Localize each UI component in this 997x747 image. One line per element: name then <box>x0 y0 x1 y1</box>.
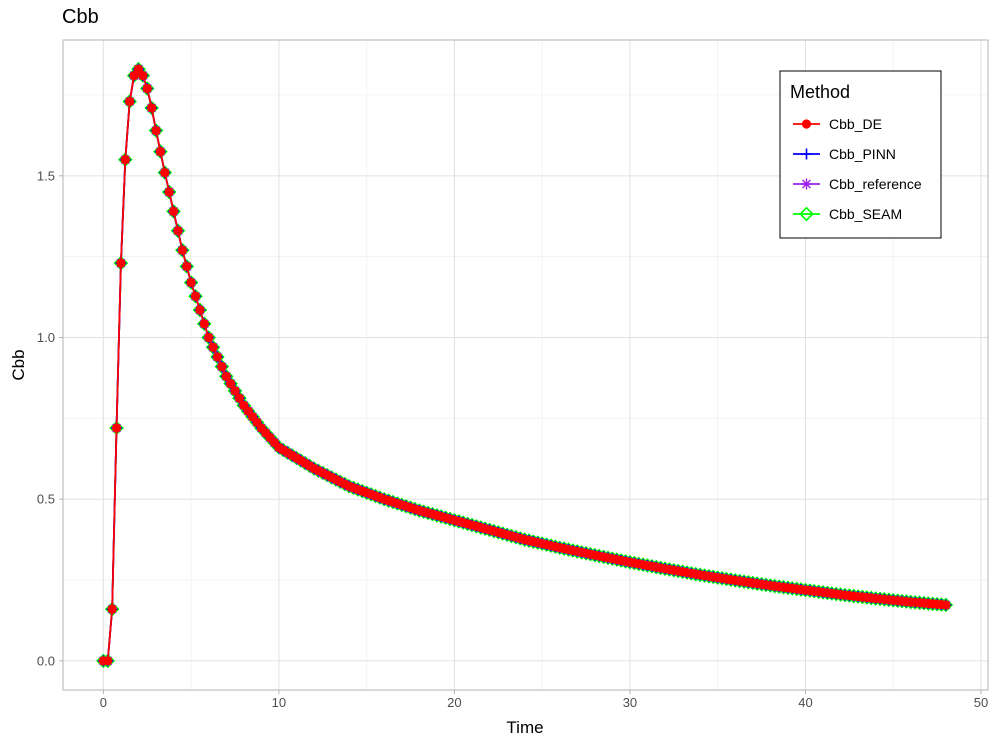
point-Cbb_SEAM <box>139 81 155 96</box>
series-layer <box>96 61 954 669</box>
legend-entry-Cbb_DE: Cbb_DE <box>793 116 882 132</box>
legend-title: Method <box>790 82 850 102</box>
y-tick-label: 0.0 <box>37 653 55 668</box>
point-Cbb_DE <box>107 604 117 614</box>
point-Cbb_DE <box>226 378 236 389</box>
legend-entry-Cbb_reference: Cbb_reference <box>793 176 922 192</box>
legend-entry-Cbb_PINN: Cbb_PINN <box>793 146 896 162</box>
y-tick-label: 0.5 <box>37 492 55 507</box>
point-Cbb_DE <box>234 393 244 403</box>
y-axis-title: Cbb <box>9 349 28 380</box>
point-Cbb_DE <box>120 155 130 165</box>
point-Cbb_SEAM <box>183 275 199 290</box>
point-Cbb_DE <box>173 226 183 236</box>
point-Cbb_DE <box>155 146 166 157</box>
point-Cbb_DE <box>164 187 174 197</box>
major-gridlines <box>63 40 988 690</box>
point-Cbb_DE <box>111 423 122 433</box>
point-Cbb_SEAM <box>175 242 190 258</box>
point-Cbb_SEAM <box>148 123 164 138</box>
point-Cbb_DE <box>199 319 209 329</box>
legend-label: Cbb_reference <box>829 176 922 192</box>
point-Cbb_DE <box>125 96 135 107</box>
point-Cbb_DE <box>177 245 187 255</box>
point-Cbb_DE <box>230 386 240 396</box>
point-Cbb_DE <box>147 103 157 113</box>
y-tick-label: 1.0 <box>37 330 55 345</box>
plot-panel-border <box>62 39 989 691</box>
point-Cbb_DE <box>186 277 196 288</box>
point-Cbb_SEAM <box>179 259 195 274</box>
point-Cbb_SEAM <box>192 302 208 318</box>
point-Cbb_DE <box>204 332 214 343</box>
legend: Method Cbb_DE Cbb_PINN Cbb_reference Cbb_SE… <box>779 70 942 239</box>
chart-title: Cbb <box>62 6 99 28</box>
point-Cbb_DE <box>941 600 951 610</box>
point-Cbb_DE <box>160 167 170 178</box>
point-Cbb_SEAM <box>188 288 203 304</box>
series-Cbb_DE <box>98 64 951 666</box>
point-Cbb_DE <box>190 291 201 301</box>
x-axis-title: Time <box>506 718 543 737</box>
point-Cbb_SEAM <box>196 316 212 332</box>
point-Cbb_DE <box>212 352 223 362</box>
legend-label: Cbb_PINN <box>829 146 896 162</box>
point-Cbb_DE <box>168 206 179 216</box>
x-axis-ticks: 0 10 20 30 40 50 <box>100 690 988 710</box>
point-Cbb_SEAM <box>166 204 181 219</box>
point-Cbb_SEAM <box>170 223 186 239</box>
y-axis-ticks: 0.0 0.5 1.0 1.5 <box>37 168 63 668</box>
point-Cbb_DE <box>116 258 126 268</box>
point-Cbb_SEAM <box>153 144 168 159</box>
point-Cbb_DE <box>151 125 161 136</box>
legend-entry-Cbb_SEAM: Cbb_SEAM <box>793 206 902 222</box>
point-Cbb_SEAM <box>157 165 173 180</box>
legend-key-marker <box>799 206 814 222</box>
legend-key-marker <box>801 178 812 190</box>
point-Cbb_DE <box>182 261 192 271</box>
point-Cbb_DE <box>217 362 227 372</box>
point-Cbb_DE <box>208 342 218 352</box>
point-Cbb_DE <box>138 70 148 81</box>
point-Cbb_DE <box>142 83 152 94</box>
legend-label: Cbb_DE <box>829 116 882 132</box>
legend-key-marker <box>801 148 812 160</box>
legend-label: Cbb_SEAM <box>829 206 902 222</box>
legend-key-marker <box>801 119 812 129</box>
point-Cbb_DE <box>103 656 113 666</box>
x-tick-label: 30 <box>623 695 637 710</box>
point-Cbb_DE <box>129 70 139 81</box>
point-Cbb_DE <box>221 371 231 381</box>
x-tick-label: 0 <box>100 695 107 710</box>
x-tick-label: 20 <box>447 695 461 710</box>
point-Cbb_SEAM <box>144 100 159 116</box>
point-Cbb_DE <box>195 305 205 315</box>
point-Cbb_DE <box>133 64 144 74</box>
x-tick-label: 50 <box>974 695 988 710</box>
legend-entries: Cbb_DE Cbb_PINN Cbb_reference Cbb_SEAM <box>793 116 922 222</box>
x-tick-label: 10 <box>272 695 286 710</box>
point-Cbb_SEAM <box>161 184 177 200</box>
y-tick-label: 1.5 <box>37 168 55 183</box>
x-tick-label: 40 <box>798 695 812 710</box>
